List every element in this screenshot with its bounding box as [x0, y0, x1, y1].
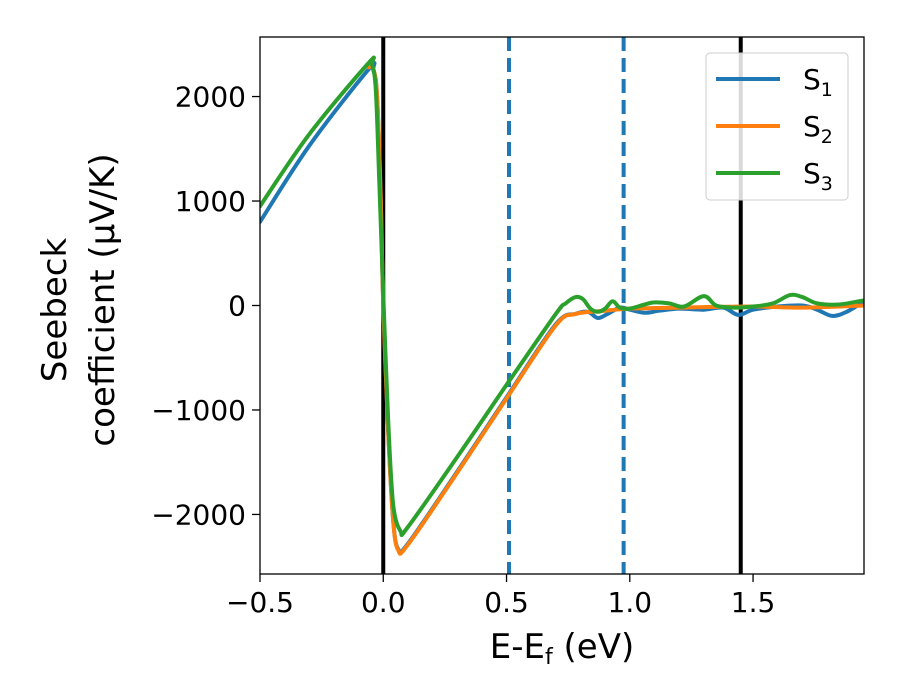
- y-axis-ticks: −2000 −1000 0 1000 2000: [151, 81, 260, 531]
- y-axis-label-line1: Seebeck: [35, 238, 75, 383]
- x-tick-label-2: 0.5: [484, 586, 529, 619]
- series-line-s3: [260, 55, 864, 538]
- y-tick-label-4: 2000: [175, 81, 246, 114]
- y-tick-label-3: 1000: [175, 185, 246, 218]
- series-layer: [260, 55, 864, 556]
- x-tick-label-3: 1.0: [608, 586, 653, 619]
- legend-label-s3: S3: [803, 157, 833, 195]
- x-axis-ticks: −0.5 0.0 0.5 1.0 1.5: [226, 574, 775, 619]
- x-tick-label-1: 0.0: [361, 586, 406, 619]
- x-tick-label-4: 1.5: [731, 586, 776, 619]
- y-tick-label-0: −2000: [151, 498, 246, 531]
- x-axis-label: E-Ef (eV): [490, 627, 635, 670]
- legend-label-s1: S1: [803, 63, 833, 101]
- y-axis-label: Seebeck coefficient (μV/K): [35, 153, 123, 446]
- legend-label-s2: S2: [803, 110, 833, 148]
- y-tick-label-1: −1000: [151, 394, 246, 427]
- y-axis-label-line2: coefficient (μV/K): [83, 153, 123, 446]
- y-tick-label-2: 0: [228, 290, 246, 323]
- x-tick-label-0: −0.5: [226, 586, 294, 619]
- legend: S1 S2 S3: [705, 52, 849, 201]
